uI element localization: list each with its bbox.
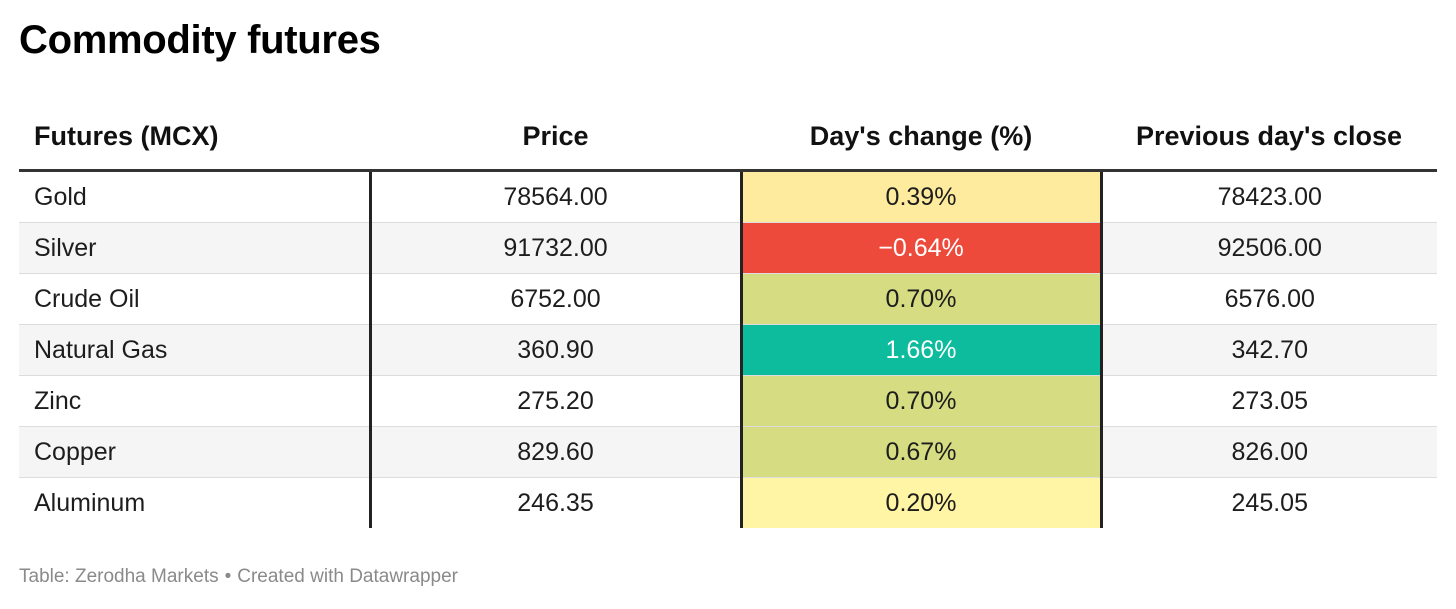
cell-futures-name: Copper (19, 426, 370, 478)
cell-days-change: 0.20% (739, 477, 1101, 528)
cell-previous-close: 6576.00 (1099, 273, 1437, 325)
cell-days-change: 0.67% (739, 426, 1101, 478)
cell-days-change: 0.39% (739, 170, 1101, 223)
cell-days-change: −0.64% (739, 222, 1101, 274)
table-row: Aluminum 246.35 0.20% 245.05 (19, 477, 1437, 528)
cell-price: 829.60 (368, 426, 741, 478)
table-row: Crude Oil 6752.00 0.70% 6576.00 (19, 273, 1437, 325)
cell-previous-close: 826.00 (1099, 426, 1437, 478)
cell-price: 6752.00 (368, 273, 741, 325)
table-row: Zinc 275.20 0.70% 273.05 (19, 375, 1437, 427)
cell-futures-name: Gold (19, 170, 370, 223)
cell-futures-name: Crude Oil (19, 273, 370, 325)
cell-previous-close: 92506.00 (1099, 222, 1437, 274)
cell-price: 78564.00 (368, 170, 741, 223)
column-header-days-change[interactable]: Day's change (%) (741, 103, 1101, 172)
cell-price: 275.20 (368, 375, 741, 427)
cell-price: 246.35 (368, 477, 741, 528)
table-row: Copper 829.60 0.67% 826.00 (19, 426, 1437, 478)
datawrapper-credit[interactable]: Created with Datawrapper (237, 566, 458, 587)
cell-days-change: 0.70% (739, 273, 1101, 325)
cell-previous-close: 78423.00 (1099, 170, 1437, 223)
commodity-table: Futures (MCX) Price Day's change (%) Pre… (19, 103, 1437, 528)
footer-note: Table: Zerodha Markets • Created with Data… (19, 566, 458, 588)
cell-futures-name: Aluminum (34, 488, 146, 517)
cell-futures-name: Silver (19, 222, 370, 274)
cell-futures-name: Natural Gas (19, 324, 370, 376)
table-row: Natural Gas 360.90 1.66% 342.70 (19, 324, 1437, 376)
footer-separator: • (224, 566, 232, 587)
column-header-price[interactable]: Price (370, 103, 741, 172)
cell-previous-close: 342.70 (1099, 324, 1437, 376)
source-note: Table: Zerodha Markets (19, 566, 219, 587)
column-header-previous-close[interactable]: Previous day's close (1101, 103, 1437, 172)
cell-days-change: 0.70% (739, 375, 1101, 427)
table-row: Gold 78564.00 0.39% 78423.00 (19, 170, 1437, 223)
page-title: Commodity futures (19, 18, 381, 62)
cell-previous-close: 245.05 (1099, 477, 1437, 528)
cell-futures-name: Zinc (19, 375, 370, 427)
table-row: Silver 91732.00 −0.64% 92506.00 (19, 222, 1437, 274)
cell-days-change: 1.66% (739, 324, 1101, 376)
cell-previous-close: 273.05 (1099, 375, 1437, 427)
cell-price: 91732.00 (368, 222, 741, 274)
column-header-futures[interactable]: Futures (MCX) (19, 103, 370, 172)
table-header-row: Futures (MCX) Price Day's change (%) Pre… (19, 103, 1437, 172)
cell-price: 360.90 (368, 324, 741, 376)
